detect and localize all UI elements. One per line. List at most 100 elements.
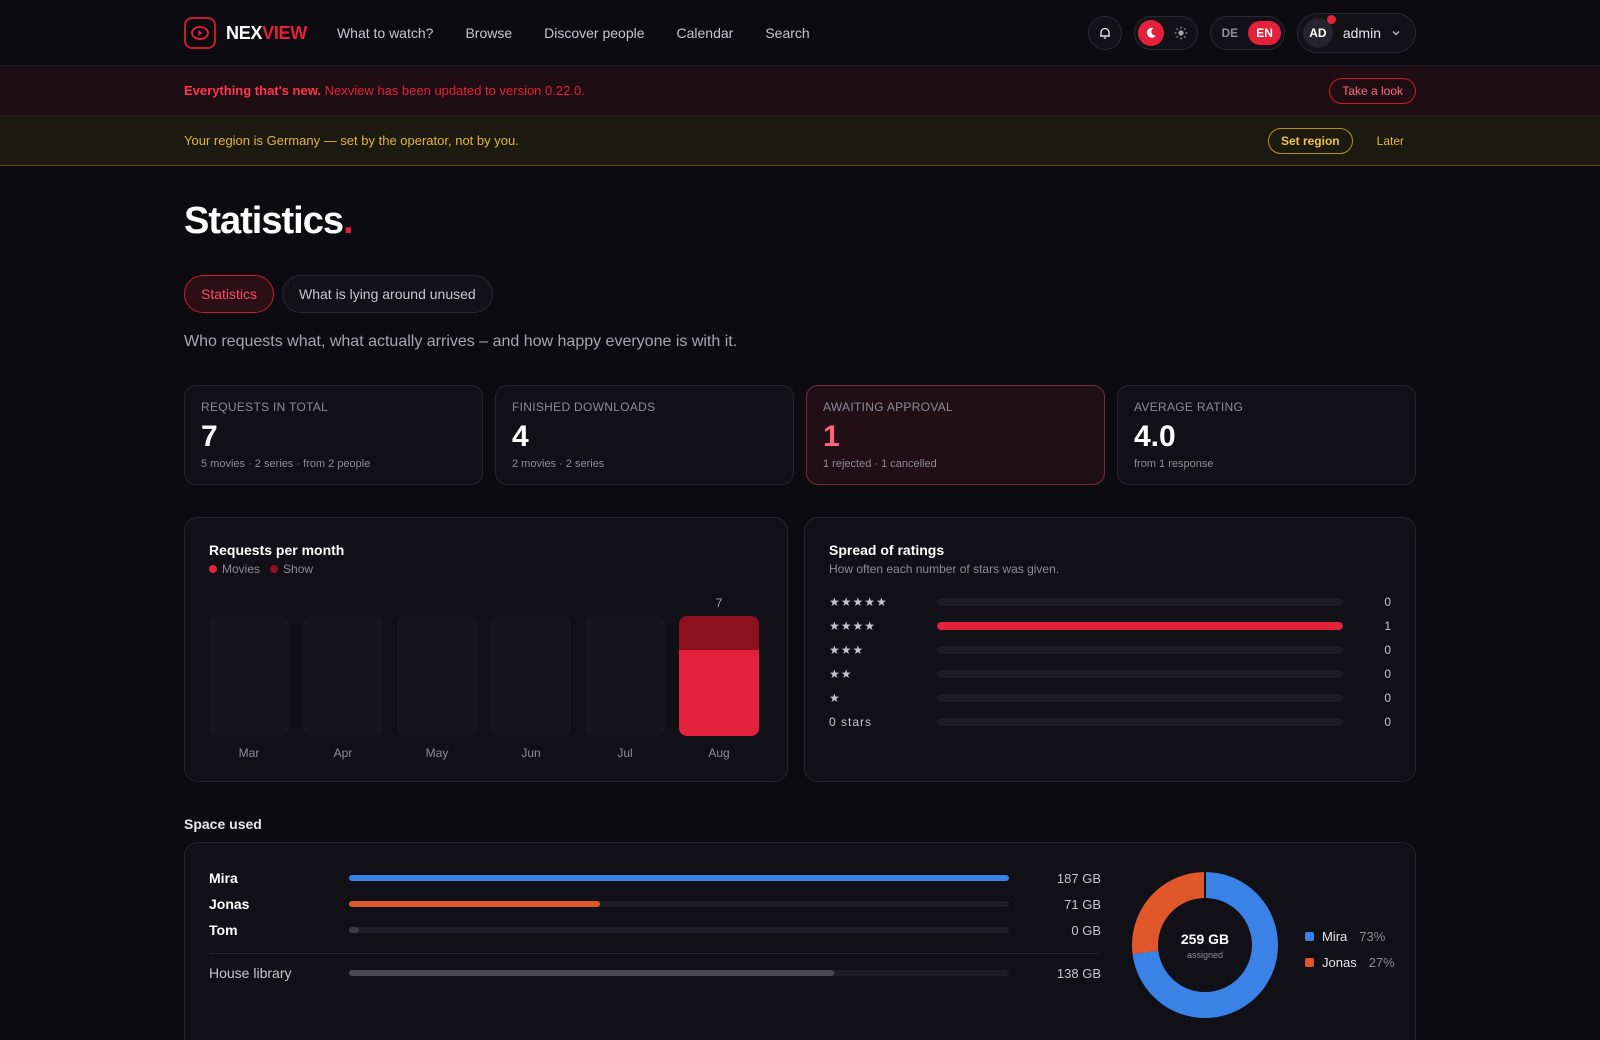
user-menu[interactable]: AD admin (1296, 13, 1416, 53)
requests-per-month-panel: Requests per month Movies Show Mar Apr May… (184, 517, 788, 782)
legend-item-movies: Movies (209, 562, 260, 576)
bell-icon (1099, 27, 1110, 39)
lang-de-button[interactable]: DE (1221, 26, 1239, 40)
requests-bar-chart: Mar Apr May Jun Jul 7 Aug (209, 590, 763, 760)
space-used-panel: Mira 187 GB Jonas 71 GB Tom 0 GB House librar… (184, 842, 1416, 1040)
legend-percent: 27% (1368, 954, 1395, 970)
space-user-name: Mira (209, 870, 238, 886)
month-label: Apr (333, 746, 353, 760)
bar-background (303, 616, 383, 736)
rating-track (937, 646, 1343, 654)
month-label: Jun (521, 746, 541, 760)
nav-link-discover-people[interactable]: Discover people (544, 25, 645, 41)
avatar-initials: AD (1309, 26, 1327, 40)
stat-card-awaiting-approval[interactable]: AWAITING APPROVAL 1 1 rejected · 1 cance… (806, 385, 1105, 485)
ratings-subtitle: How often each number of stars was given… (829, 562, 1060, 576)
legend-swatch (1305, 931, 1314, 941)
requests-chart-legend: Movies Show (209, 562, 763, 576)
rating-label: ★★ (829, 667, 853, 681)
stat-label: AWAITING APPROVAL (823, 400, 954, 414)
rating-count: 0 (1384, 715, 1391, 729)
rating-row: ★★ 0 (829, 662, 1391, 686)
logo[interactable]: NEXVIEW (184, 17, 307, 49)
rating-track (937, 598, 1343, 606)
stat-value: 4.0 (1134, 420, 1176, 453)
stat-subtext: 5 movies · 2 series · from 2 people (201, 458, 371, 470)
legend-percent: 73% (1359, 928, 1386, 944)
rating-row: ★★★★ 1 (829, 614, 1391, 638)
rating-label: 0 stars (829, 715, 873, 729)
space-track (349, 927, 1009, 933)
bar-segment-movies (679, 650, 759, 736)
language-switch: DE EN (1209, 16, 1285, 50)
donut-legend: Mira 73% Jonas 27% (1305, 923, 1395, 975)
rating-row: 0 stars 0 (829, 710, 1391, 734)
stat-subtext: 1 rejected · 1 cancelled (823, 458, 937, 470)
rating-label: ★★★ (829, 643, 865, 657)
update-banner: Everything that's new. Nexview has been … (0, 66, 1600, 116)
stat-value: 1 (823, 420, 840, 453)
rating-row: ★★★★★ 0 (829, 590, 1391, 614)
donut-legend-item: Jonas 27% (1305, 949, 1395, 975)
update-banner-headline: Everything that's new. (184, 83, 321, 98)
rating-count: 0 (1384, 643, 1391, 657)
space-fill (349, 875, 1009, 881)
set-region-button[interactable]: Set region (1267, 127, 1353, 154)
stat-subtext: from 1 response (1134, 458, 1214, 470)
stat-value: 7 (201, 420, 218, 453)
moon-icon[interactable] (1137, 20, 1164, 46)
rating-count: 0 (1384, 667, 1391, 681)
nav-link-browse[interactable]: Browse (465, 25, 513, 41)
space-donut-chart: 259 GB assigned (1131, 871, 1279, 1019)
month-label: Aug (708, 746, 730, 760)
top-nav: NEXVIEW What to watch? Browse Discover p… (0, 0, 1600, 66)
rating-track (937, 718, 1343, 726)
space-user-value: 187 GB (1056, 870, 1101, 886)
bar-may (397, 616, 477, 736)
library-value: 138 GB (1056, 965, 1101, 981)
space-row-jonas: Jonas 71 GB (209, 891, 1391, 917)
lang-en-button[interactable]: EN (1248, 21, 1281, 45)
region-banner-text: Your region is Germany — set by the oper… (184, 133, 519, 148)
space-divider (209, 953, 1099, 954)
bar-jul (585, 616, 665, 736)
nav-link-calendar[interactable]: Calendar (676, 25, 734, 41)
stat-label: AVERAGE RATING (1134, 400, 1244, 414)
month-label: Jul (617, 746, 633, 760)
page-title: Statistics. (184, 200, 353, 242)
stat-card-average-rating: AVERAGE RATING 4.0 from 1 response (1117, 385, 1416, 485)
theme-toggle[interactable] (1133, 16, 1198, 50)
space-user-name: Jonas (209, 896, 250, 912)
stat-subtext: 2 movies · 2 series (512, 458, 605, 470)
space-row-tom: Tom 0 GB (209, 917, 1391, 943)
stat-card-downloads: FINISHED DOWNLOADS 4 2 movies · 2 series (495, 385, 794, 485)
nav-link-search[interactable]: Search (765, 25, 810, 41)
sun-icon[interactable] (1168, 20, 1194, 46)
legend-swatch (1305, 957, 1314, 967)
tab-statistics[interactable]: Statistics (184, 275, 275, 313)
take-a-look-button[interactable]: Take a look (1329, 77, 1416, 104)
update-banner-message: Nexview has been updated to version 0.22… (324, 83, 585, 98)
month-label: May (425, 746, 449, 760)
rating-label: ★ (829, 691, 841, 705)
donut-legend-item: Mira 73% (1305, 923, 1395, 949)
month-label: Mar (238, 746, 260, 760)
rating-label: ★★★★ (829, 619, 877, 633)
notification-dot (1326, 15, 1336, 24)
library-row: House library 138 GB (209, 960, 1391, 986)
bar-background (397, 616, 477, 736)
nav-link-what-to-watch[interactable]: What to watch? (336, 25, 434, 41)
notifications-button[interactable] (1087, 16, 1122, 50)
username: admin (1342, 25, 1381, 41)
rating-count: 1 (1384, 619, 1391, 633)
later-button[interactable]: Later (1376, 133, 1404, 148)
rating-track (937, 670, 1343, 678)
tab-unused[interactable]: What is lying around unused (282, 275, 493, 313)
bar-apr (303, 616, 383, 736)
bar-total-label: 7 (715, 596, 723, 610)
space-user-value: 71 GB (1064, 896, 1101, 912)
logo-play-icon (184, 17, 216, 49)
legend-name: Mira (1322, 928, 1348, 944)
donut-total: 259 GB (1180, 930, 1230, 947)
space-row-mira: Mira 187 GB (209, 865, 1391, 891)
